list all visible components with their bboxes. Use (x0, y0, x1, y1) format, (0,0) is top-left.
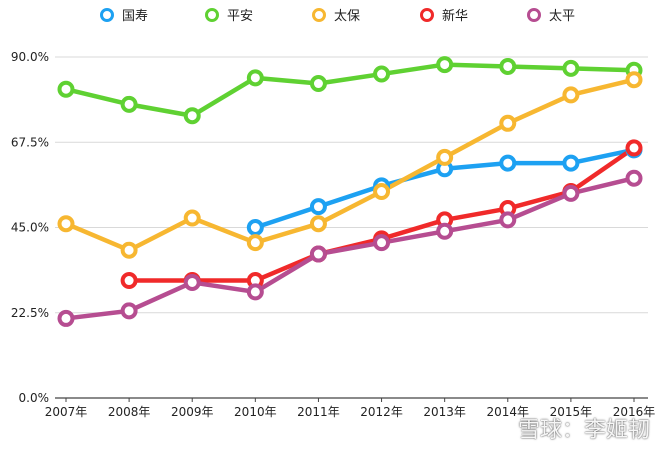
data-point-4 (120, 302, 138, 320)
data-point-4 (436, 222, 454, 240)
data-point-2 (625, 71, 643, 89)
data-point-1 (120, 95, 138, 113)
data-point-2 (499, 114, 517, 132)
series-line-1 (63, 62, 637, 118)
data-point-4 (309, 245, 327, 263)
data-point-1 (499, 57, 517, 75)
data-point-4 (373, 234, 391, 252)
data-point-4 (246, 283, 264, 301)
x-tick-label: 2013年 (423, 405, 466, 419)
legend-item: 太保 (312, 5, 360, 24)
data-point-1 (436, 56, 454, 74)
series-line-4 (63, 175, 637, 321)
y-tick-label: 67.5% (11, 135, 49, 149)
legend-marker-icon (527, 7, 541, 22)
data-point-1 (309, 75, 327, 93)
x-tick-label: 2012年 (360, 405, 403, 419)
legend-marker-icon (420, 7, 434, 22)
data-point-2 (373, 183, 391, 201)
legend-label: 平安 (227, 9, 254, 24)
x-tick-label: 2009年 (171, 405, 214, 419)
x-tick-label: 2008年 (108, 405, 151, 419)
data-point-2 (120, 241, 138, 259)
y-tick-label: 90.0% (11, 50, 49, 64)
x-tick-label: 2011年 (297, 405, 340, 419)
legend-marker-icon (312, 7, 326, 22)
legend-marker-icon (205, 7, 219, 22)
series-line-2 (63, 77, 637, 253)
legend-item: 太平 (527, 5, 575, 24)
data-point-1 (183, 107, 201, 125)
x-tick-label: 2016年 (613, 405, 656, 419)
data-point-4 (625, 169, 643, 187)
data-point-2 (309, 215, 327, 233)
legend-label: 国寿 (122, 9, 149, 24)
data-point-0 (562, 154, 580, 172)
data-point-2 (183, 209, 201, 227)
legend-marker-icon (100, 7, 114, 22)
legend: 国寿 平安 太保 新华 太平 (0, 5, 660, 25)
data-point-3 (625, 139, 643, 157)
data-point-4 (499, 211, 517, 229)
data-point-4 (57, 309, 75, 327)
data-point-0 (309, 198, 327, 216)
watermark: 雪球：李姬韧 (517, 418, 650, 443)
y-tick-label: 22.5% (11, 306, 49, 320)
data-point-1 (246, 69, 264, 87)
x-tick-label: 2010年 (234, 405, 277, 419)
data-point-1 (562, 59, 580, 77)
legend-item: 新华 (420, 5, 468, 24)
legend-item: 平安 (205, 5, 253, 24)
data-point-2 (436, 148, 454, 166)
y-tick-label: 45.0% (11, 221, 49, 235)
data-point-4 (562, 184, 580, 202)
y-tick-label: 0.0% (19, 391, 50, 405)
data-point-1 (57, 80, 75, 98)
data-point-3 (120, 272, 138, 290)
data-point-2 (246, 234, 264, 252)
legend-label: 太平 (549, 9, 576, 24)
x-tick-label: 2007年 (45, 405, 88, 419)
series-line-3 (126, 145, 637, 283)
data-point-0 (246, 219, 264, 236)
data-point-0 (499, 154, 517, 172)
data-point-4 (183, 273, 201, 291)
data-point-2 (57, 215, 75, 233)
data-point-2 (562, 86, 580, 104)
legend-label: 新华 (442, 9, 469, 24)
data-point-1 (373, 65, 391, 83)
x-tick-label: 2014年 (487, 405, 530, 419)
legend-label: 太保 (334, 9, 361, 24)
legend-item: 国寿 (100, 5, 148, 24)
x-tick-label: 2015年 (550, 405, 593, 419)
